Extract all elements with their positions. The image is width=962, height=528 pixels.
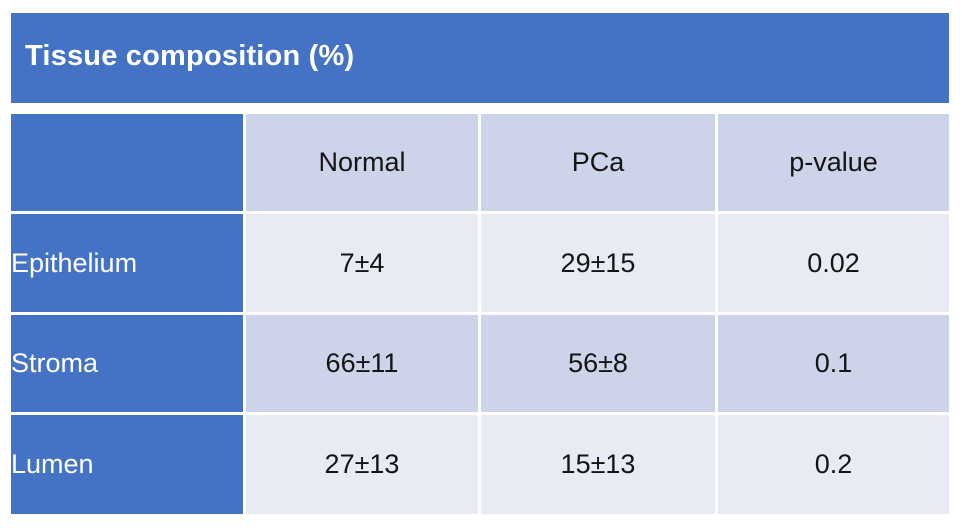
cell-lumen-normal: 27±13 bbox=[246, 415, 478, 514]
table-row-stroma: Stroma 66±11 56±8 0.1 bbox=[11, 315, 949, 412]
cell-epithelium-pca: 29±15 bbox=[481, 214, 715, 312]
row-label-lumen: Lumen bbox=[11, 415, 243, 514]
column-header-pca: PCa bbox=[481, 114, 715, 211]
cell-lumen-pca: 15±13 bbox=[481, 415, 715, 514]
row-label-epithelium: Epithelium bbox=[11, 214, 243, 312]
cell-stroma-normal: 66±11 bbox=[246, 315, 478, 412]
cell-epithelium-pvalue: 0.02 bbox=[718, 214, 949, 312]
cell-stroma-pca: 56±8 bbox=[481, 315, 715, 412]
table-title-bar: Tissue composition (%) bbox=[11, 13, 949, 103]
column-header-pvalue: p-value bbox=[718, 114, 949, 211]
corner-cell bbox=[11, 114, 243, 211]
cell-lumen-pvalue: 0.2 bbox=[718, 415, 949, 514]
table-row-epithelium: Epithelium 7±4 29±15 0.02 bbox=[11, 214, 949, 312]
row-label-stroma: Stroma bbox=[11, 315, 243, 412]
table-row-lumen: Lumen 27±13 15±13 0.2 bbox=[11, 415, 949, 514]
cell-epithelium-normal: 7±4 bbox=[246, 214, 478, 312]
tissue-composition-table: Normal PCa p-value Epithelium 7±4 29±15 … bbox=[8, 111, 952, 517]
cell-stroma-pvalue: 0.1 bbox=[718, 315, 949, 412]
table-title: Tissue composition (%) bbox=[25, 39, 355, 72]
column-header-normal: Normal bbox=[246, 114, 478, 211]
header-row: Normal PCa p-value bbox=[11, 114, 949, 211]
